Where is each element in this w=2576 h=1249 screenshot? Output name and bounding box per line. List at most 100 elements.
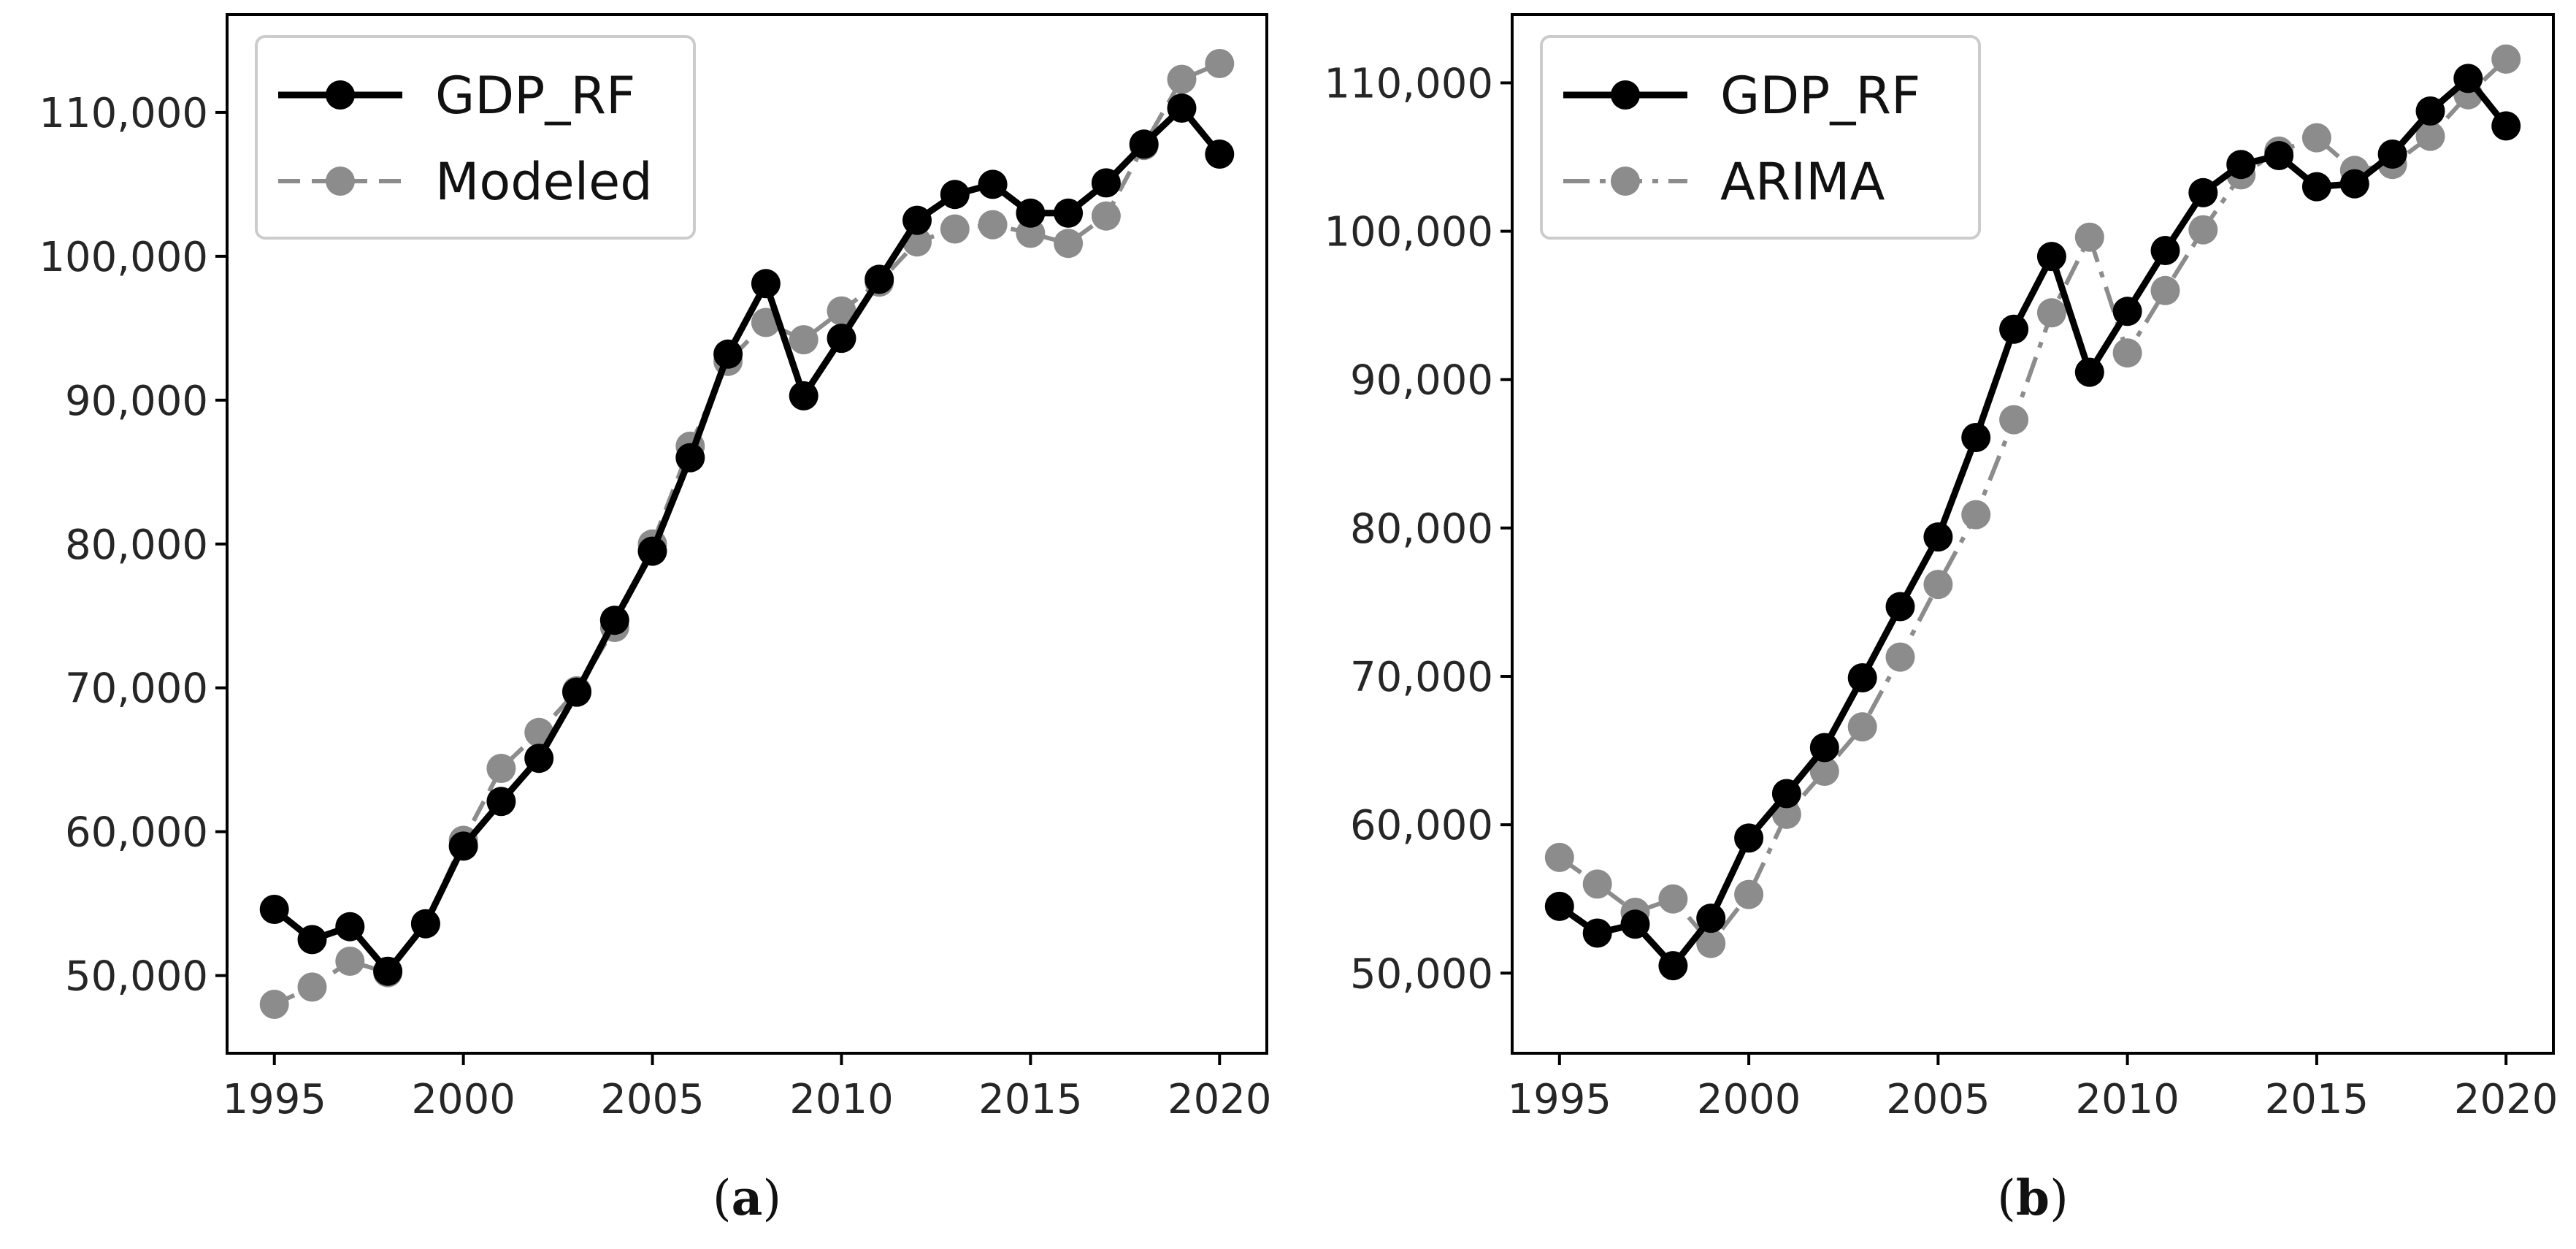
data-point-gdp-rf	[2112, 297, 2142, 326]
data-point-arima	[1734, 879, 1764, 909]
legend-marker	[1611, 167, 1640, 196]
data-point-gdp-rf	[827, 324, 856, 354]
data-point-arima	[2074, 222, 2104, 252]
legend-label: ARIMA	[1720, 152, 1885, 212]
data-point-arima	[1961, 500, 1991, 530]
data-point-gdp-rf	[2188, 177, 2218, 207]
data-point-arima	[1999, 405, 2029, 435]
data-point-modeled	[335, 947, 365, 976]
data-point-arima	[1696, 928, 1726, 958]
data-point-gdp-rf	[1620, 909, 1650, 939]
y-tick-label: 60,000	[1350, 802, 1493, 849]
data-point-gdp-rf	[751, 269, 781, 299]
data-point-gdp-rf	[2150, 236, 2180, 265]
data-point-modeled	[827, 296, 856, 326]
y-tick-label: 50,000	[65, 953, 208, 1001]
chart-panel-a: 50,000 60,000 70,000 80,000 90,000 100,000 110…	[39, 13, 1272, 1226]
data-point-gdp-rf	[1544, 891, 1574, 921]
y-tick-label: 90,000	[1350, 357, 1493, 405]
data-point-gdp-rf	[2453, 64, 2483, 93]
data-point-gdp-rf	[562, 677, 591, 707]
data-point-gdp-rf	[2377, 140, 2407, 169]
y-tick-label: 80,000	[1350, 505, 1493, 553]
data-point-gdp-rf	[599, 606, 629, 635]
data-point-gdp-rf	[1885, 592, 1915, 622]
data-point-gdp-rf	[637, 536, 667, 566]
x-tick-label: 2010	[2075, 1076, 2180, 1123]
data-point-gdp-rf	[486, 787, 516, 817]
data-point-gdp-rf	[2264, 141, 2294, 170]
data-point-gdp-rf	[865, 264, 894, 294]
data-point-gdp-rf	[1999, 314, 2029, 344]
data-point-modeled	[1054, 229, 1084, 259]
data-point-modeled	[978, 210, 1008, 240]
data-point-arima	[1923, 570, 1953, 600]
data-point-modeled	[1167, 64, 1197, 94]
data-point-arima	[2036, 298, 2066, 328]
y-tick-label: 90,000	[65, 378, 208, 425]
data-point-gdp-rf	[2074, 357, 2104, 387]
data-point-modeled	[1091, 201, 1121, 231]
data-point-gdp-rf	[1696, 904, 1726, 933]
data-point-gdp-rf	[675, 443, 705, 473]
data-point-gdp-rf	[1205, 140, 1235, 169]
legend-label: Modeled	[435, 152, 653, 212]
panel-caption: (a)	[713, 1169, 781, 1226]
y-tick-label: 50,000	[1350, 950, 1493, 998]
legend-marker	[1611, 80, 1640, 110]
data-point-arima	[1658, 884, 1688, 914]
y-tick-label: 70,000	[1350, 654, 1493, 701]
data-point-gdp-rf	[373, 956, 403, 986]
data-point-gdp-rf	[297, 925, 327, 955]
data-point-arima	[2188, 215, 2218, 245]
chart-panel-b: 50,000 60,000 70,000 80,000 90,000 100,000 110…	[1324, 13, 2558, 1226]
data-point-gdp-rf	[2339, 169, 2369, 199]
data-point-gdp-rf	[1658, 951, 1688, 981]
x-tick-label: 2000	[411, 1076, 515, 1123]
data-point-arima	[2491, 44, 2521, 74]
legend-marker	[326, 80, 355, 110]
data-point-gdp-rf	[1847, 663, 1877, 692]
x-tick-label: 2015	[978, 1076, 1083, 1123]
data-point-arima	[1582, 869, 1612, 899]
y-tick-label: 80,000	[65, 522, 208, 569]
x-tick-label: 2000	[1697, 1076, 1801, 1123]
x-tick-label: 2020	[1168, 1076, 1272, 1123]
data-point-gdp-rf	[1167, 93, 1197, 123]
data-point-gdp-rf	[902, 205, 932, 235]
data-point-gdp-rf	[335, 912, 365, 941]
data-point-gdp-rf	[259, 895, 289, 924]
plot-frame	[226, 13, 1268, 1055]
data-point-gdp-rf	[2226, 150, 2256, 180]
data-point-gdp-rf	[448, 831, 478, 861]
data-point-modeled	[1205, 49, 1235, 78]
data-point-gdp-rf	[410, 909, 440, 939]
legend-marker	[326, 167, 355, 196]
plot-frame	[1511, 13, 2555, 1055]
legend-label: GDP_RF	[435, 66, 635, 126]
data-point-gdp-rf	[1016, 198, 1046, 228]
data-point-gdp-rf	[713, 339, 743, 369]
data-point-gdp-rf	[2036, 242, 2066, 272]
data-point-modeled	[789, 325, 819, 355]
data-point-gdp-rf	[978, 169, 1008, 199]
x-tick-label: 2005	[1886, 1076, 1990, 1123]
data-point-gdp-rf	[1771, 779, 1801, 809]
y-tick-label: 70,000	[65, 665, 208, 713]
data-point-gdp-rf	[1809, 733, 1839, 763]
data-point-arima	[1544, 842, 1574, 872]
x-tick-label: 2005	[600, 1076, 705, 1123]
data-point-arima	[2112, 338, 2142, 368]
x-tick-label: 2010	[789, 1076, 894, 1123]
data-point-gdp-rf	[1054, 198, 1084, 228]
data-point-gdp-rf	[1923, 522, 1953, 552]
data-point-gdp-rf	[2491, 111, 2521, 141]
x-tick-label: 2020	[2454, 1076, 2558, 1123]
data-point-gdp-rf	[1129, 129, 1159, 159]
panel-caption: (b)	[1997, 1169, 2069, 1226]
legend-label: GDP_RF	[1720, 66, 1920, 126]
y-tick-label: 100,000	[1324, 209, 1493, 256]
data-point-gdp-rf	[2301, 172, 2331, 202]
data-point-gdp-rf	[1961, 423, 1991, 452]
